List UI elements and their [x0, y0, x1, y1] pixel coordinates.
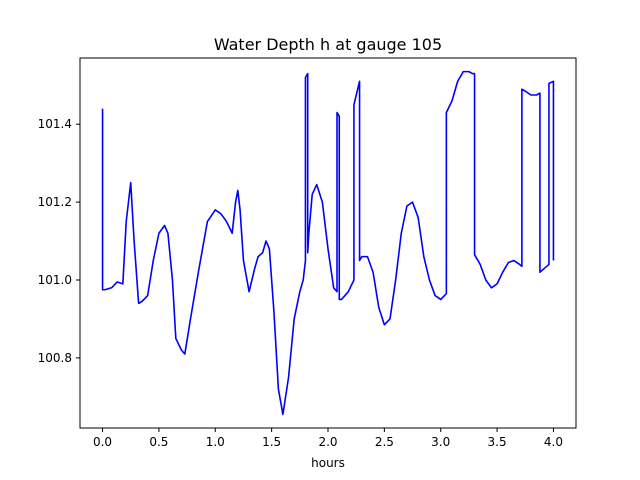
y-tick-label: 101.2	[38, 195, 72, 209]
x-tick-label: 3.5	[488, 435, 507, 449]
y-tick-label: 101.0	[38, 273, 72, 287]
x-tick-label: 4.0	[544, 435, 563, 449]
x-tick-label: 0.5	[149, 435, 168, 449]
x-tick-label: 0.0	[93, 435, 112, 449]
y-tick-label: 100.8	[38, 351, 72, 365]
x-axis: 0.0 0.5 1.0 1.5 2.0 2.5 3.0 3.5 4.0	[93, 428, 563, 449]
y-tick-label: 101.4	[38, 117, 72, 131]
plot-area	[101, 70, 555, 416]
x-tick-label: 1.0	[206, 435, 225, 449]
x-tick-label: 2.0	[318, 435, 337, 449]
chart-title: Water Depth h at gauge 105	[214, 35, 442, 54]
x-tick-label: 3.0	[431, 435, 450, 449]
plot-frame	[79, 57, 577, 429]
y-axis: 100.8 101.0 101.2 101.4	[38, 117, 80, 365]
x-axis-label: hours	[311, 456, 345, 470]
series-line-0	[101, 70, 555, 416]
x-tick-label: 2.5	[375, 435, 394, 449]
x-tick-label: 1.5	[262, 435, 281, 449]
